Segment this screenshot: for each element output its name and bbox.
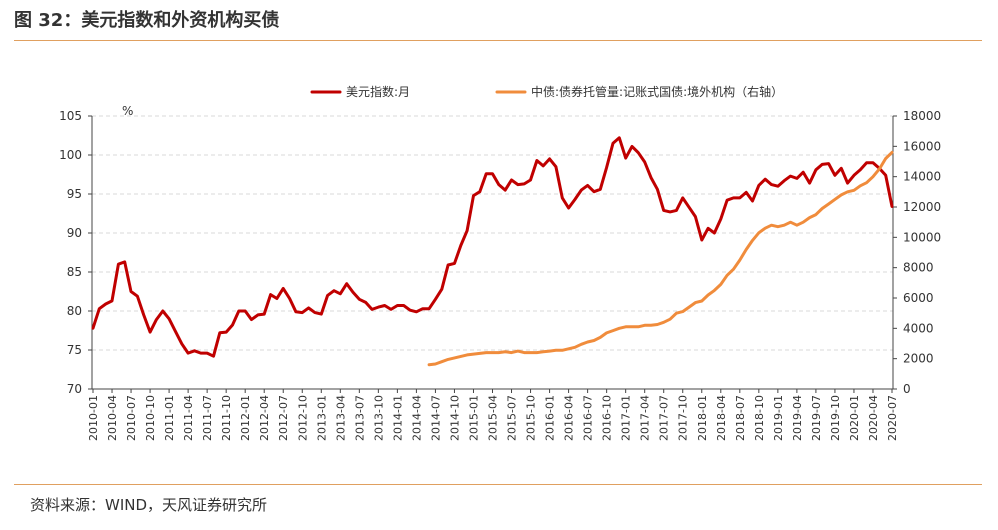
x-tick-label: 2017-10 [677,395,690,441]
y-left-tick-label: 75 [67,343,82,357]
dual-axis-line-chart: 70 75 80 85 90 95 100 105 % 0 2000 4000 6000 8000 1000… [59,84,941,441]
x-tick-label: 2014-07 [429,395,442,441]
y-left-tick-label: 90 [67,226,82,240]
x-tick-label: 2017-04 [639,395,652,441]
x-tick-label: 2013-01 [315,395,328,441]
x-tick-label: 2017-07 [658,395,671,441]
x-tick-label: 2012-10 [296,395,309,441]
x-tick-label: 2015-04 [487,395,500,441]
x-tick-label: 2020-04 [867,395,880,441]
x-tick-label: 2016-07 [582,395,595,441]
x-tick-label: 2013-07 [353,395,366,441]
x-tick-label: 2015-07 [506,395,519,441]
y-left-tick-label: 85 [67,265,82,279]
gridlines [92,115,893,351]
y-left-tick-label: 95 [67,187,82,201]
series-line-1 [91,136,894,358]
y-left-tick-label: 70 [67,382,82,396]
y-right-tick-label: 16000 [903,139,941,153]
y-right-tick-label: 4000 [903,321,934,335]
source-note: 资料来源：WIND，天风证券研究所 [30,496,268,514]
x-tick-label: 2016-10 [601,395,614,441]
x-tick-label: 2019-01 [772,395,785,441]
x-tick-label: 2012-04 [258,395,271,441]
x-tick-label: 2018-04 [715,395,728,441]
legend: 美元指数:月 中债:债券托管量:记账式国债:境外机构（右轴） [310,84,783,99]
x-tick-label: 2020-01 [848,395,861,441]
series-line-2 [427,150,894,367]
x-tick-label: 2016-01 [544,395,557,441]
source-divider [14,484,982,485]
y-right-tick-label: 10000 [903,230,941,244]
x-tick-label: 2012-01 [239,395,252,441]
axes: 70 75 80 85 90 95 100 105 % 0 2000 4000 6000 8000 1000… [59,104,941,441]
legend-label-2: 中债:债券托管量:记账式国债:境外机构（右轴） [531,84,783,99]
x-tick-label: 2018-10 [753,395,766,441]
x-tick-label: 2017-01 [620,395,633,441]
x-tick-label: 2011-10 [220,395,233,441]
x-tick-label: 2011-07 [201,395,214,441]
x-tick-label: 2015-01 [467,395,480,441]
x-tick-label: 2013-04 [334,395,347,441]
y-left-tick-label: 105 [59,109,82,123]
x-tick-label: 2013-10 [372,395,385,441]
y-right-tick-label: 0 [903,382,911,396]
y-right-tick-label: 2000 [903,352,934,366]
x-tick-label: 2018-01 [696,395,709,441]
x-tick-label: 2011-01 [163,395,176,441]
x-tick-label: 2012-07 [277,395,290,441]
x-tick-label: 2019-04 [791,395,804,441]
y-right-tick-label: 14000 [903,170,941,184]
legend-label-1: 美元指数:月 [346,84,410,99]
x-tick-label: 2015-10 [525,395,538,441]
y-right-tick-label: 6000 [903,291,934,305]
figure-title: 图 32：美元指数和外资机构买债 [14,10,280,31]
x-tick-label: 2018-07 [734,395,747,441]
x-tick-label: 2010-01 [87,395,100,441]
y-right-tick-label: 18000 [903,109,941,123]
x-tick-label: 2014-10 [448,395,461,441]
x-tick-label: 2010-07 [125,395,138,441]
y-left-tick-label: 100 [59,148,82,162]
x-tick-label: 2014-04 [410,395,423,441]
x-tick-label: 2016-04 [563,395,576,441]
y-left-tick-label: 80 [67,304,82,318]
y-right-tick-label: 8000 [903,261,934,275]
x-tick-label: 2010-10 [144,395,157,441]
x-tick-label: 2011-04 [182,395,195,441]
y-right-tick-label: 12000 [903,200,941,214]
x-tick-label: 2014-01 [391,395,404,441]
x-tick-label: 2020-07 [886,395,899,441]
x-tick-label: 2010-04 [106,395,119,441]
title-divider [14,40,982,41]
y-left-unit-label: % [122,104,133,118]
x-tick-label: 2019-07 [810,395,823,441]
series-lines [91,136,894,367]
x-tick-label: 2019-10 [829,395,842,441]
